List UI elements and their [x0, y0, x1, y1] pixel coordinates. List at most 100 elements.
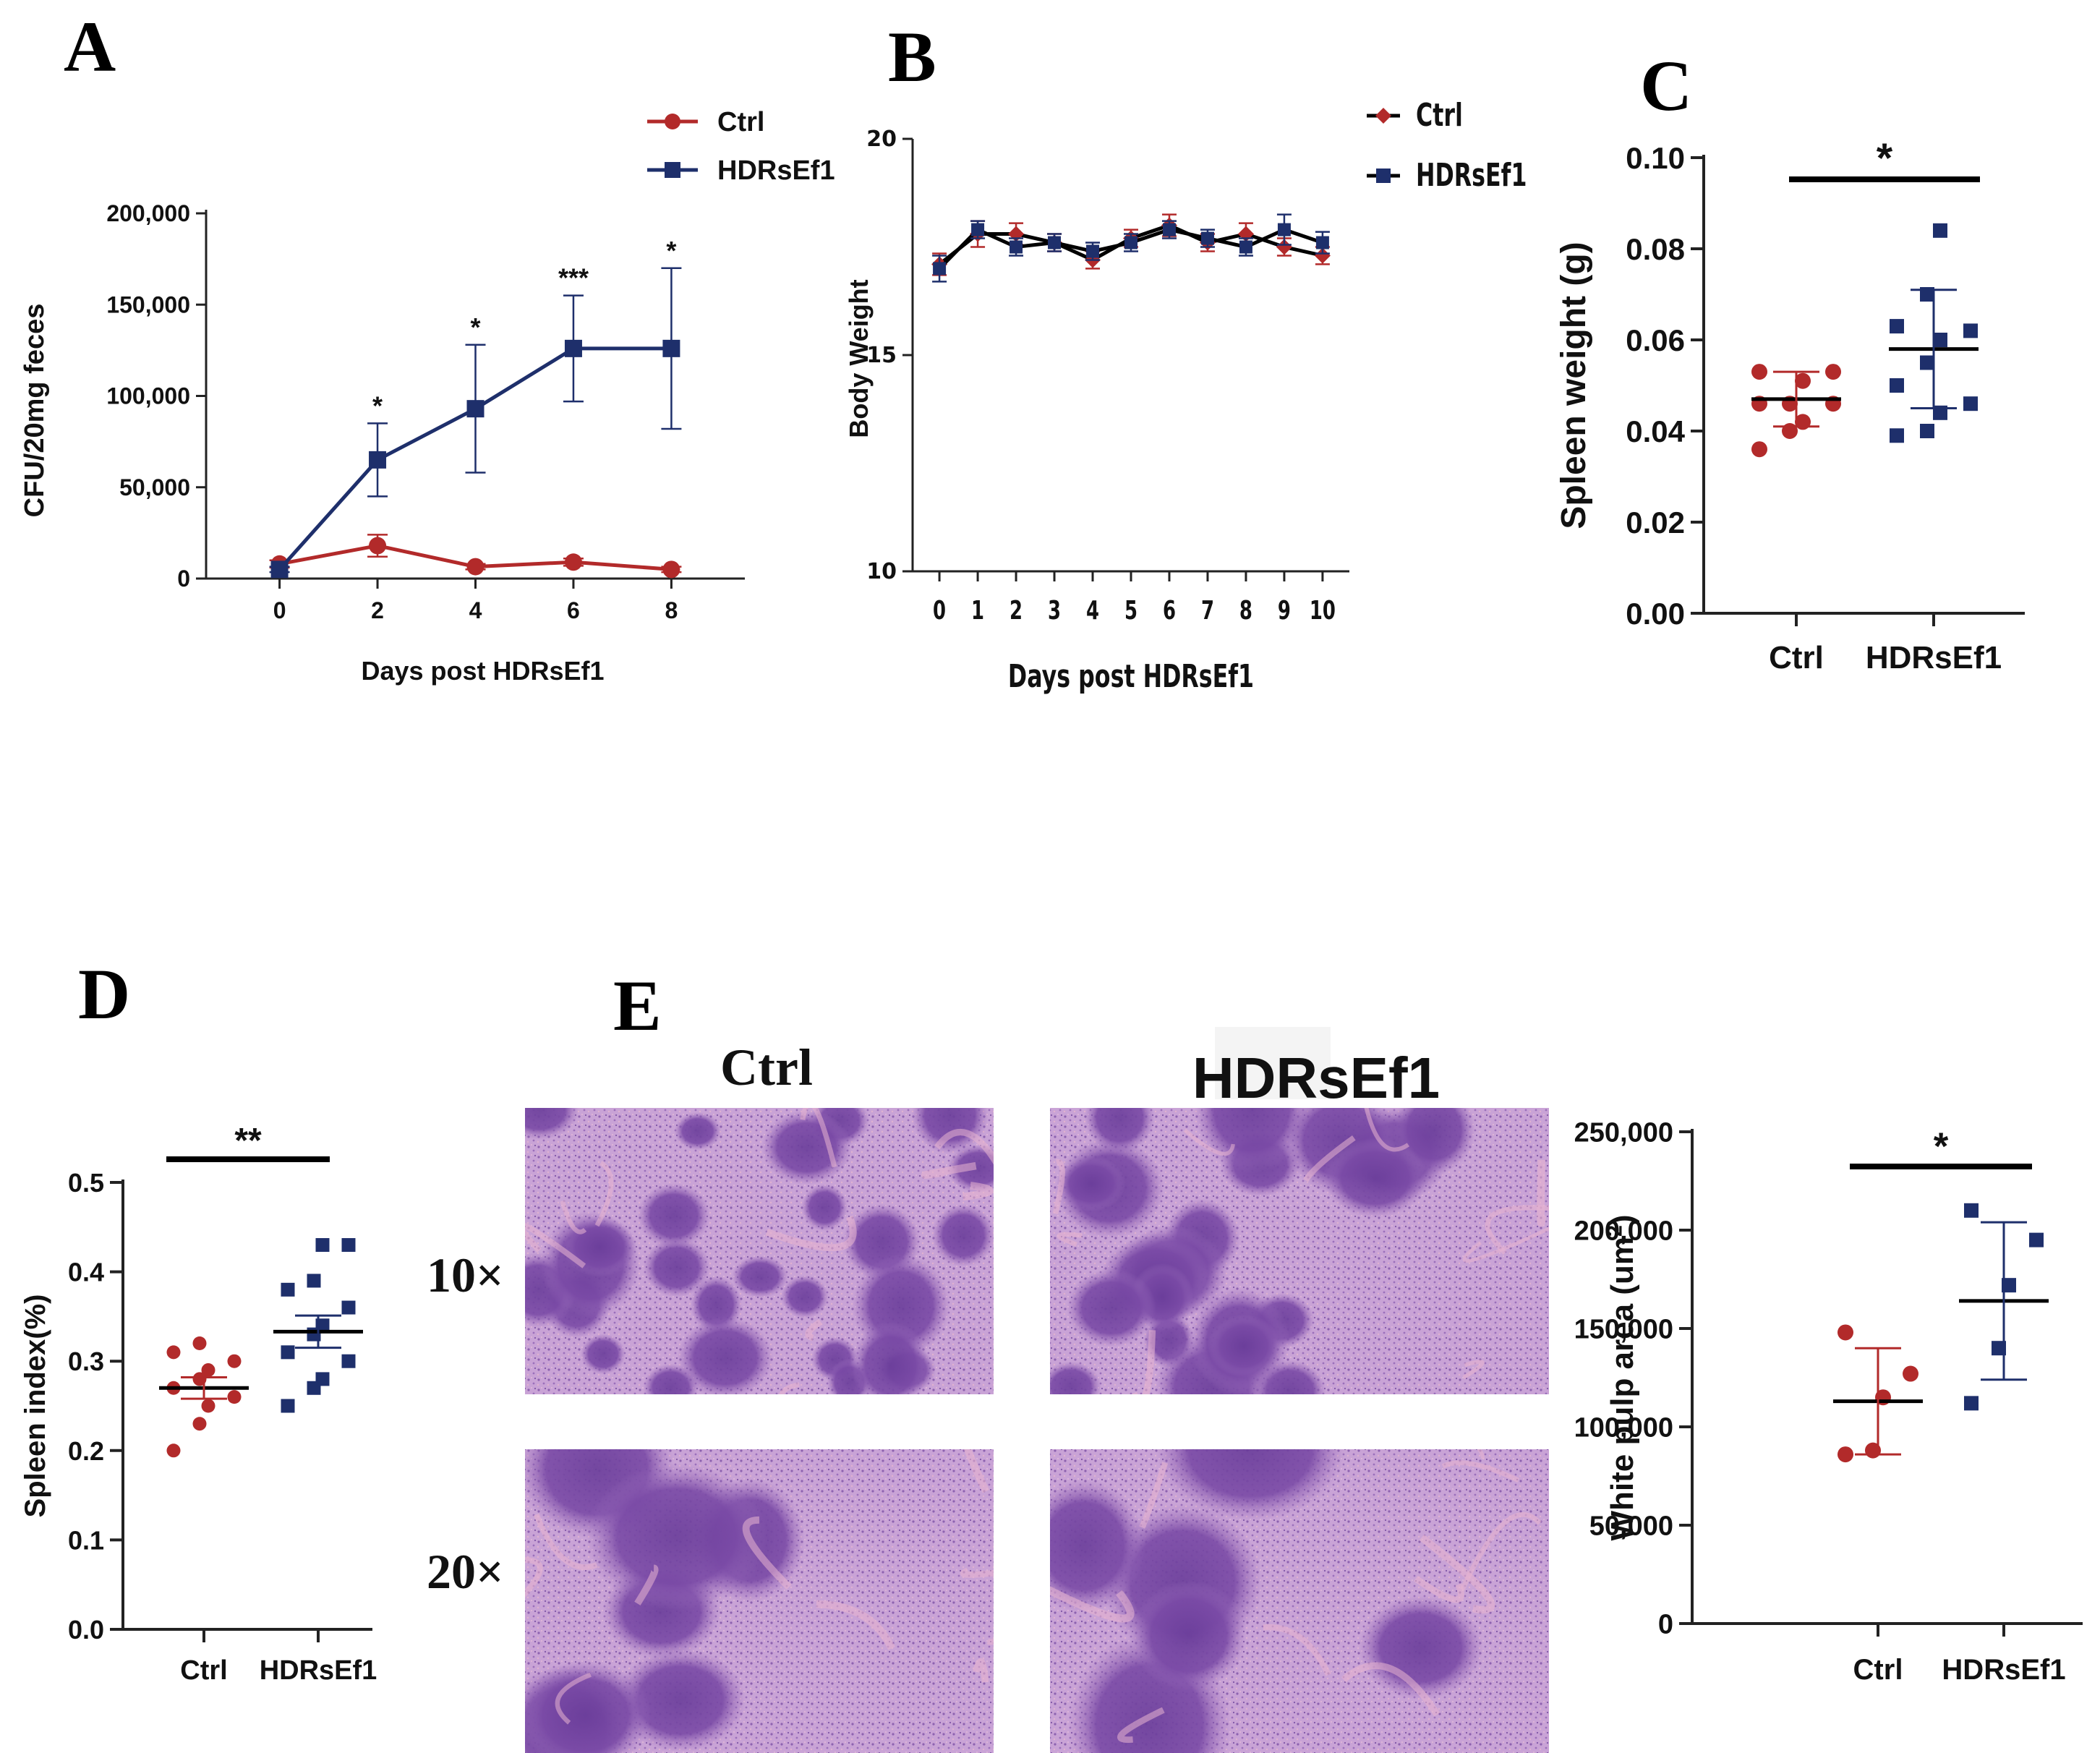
data-point-hdrsef1 — [971, 223, 985, 236]
histology-grid: Ctrl HDRsEf1 10× 20× — [427, 1027, 1549, 1753]
data-point-hdrsef1 — [307, 1274, 321, 1288]
data-point-hdrsef1 — [1162, 223, 1176, 236]
red-pulp-strand — [1052, 1159, 1065, 1215]
y-tick-label: 0.0 — [68, 1615, 104, 1645]
y-tick-label: 150,000 — [1574, 1315, 1673, 1345]
x-tick-label: 9 — [1278, 596, 1291, 626]
legend-marker-hdrsef1 — [1376, 169, 1391, 183]
histology-hdrsef1-20x — [1050, 1449, 1549, 1753]
chart-e-white-pulp: 0 50,000 100,000 150,000 200,000 250,000 Ctrl H… — [1574, 1118, 2083, 1686]
panel-label-a: A — [64, 7, 116, 87]
x-tick-label: 7 — [1201, 596, 1214, 626]
red-pulp-strand — [1139, 1462, 1169, 1529]
data-point-ctrl — [166, 1443, 181, 1458]
white-pulp-follicle — [643, 1237, 711, 1298]
y-tick-label: 0.1 — [68, 1525, 104, 1555]
white-pulp-follicle — [1156, 1449, 1345, 1522]
white-pulp-follicle — [1358, 1595, 1483, 1700]
x-tick-label: 0 — [933, 596, 946, 626]
white-pulp-follicle — [801, 1184, 848, 1232]
category-label-ctrl: Ctrl — [1853, 1654, 1903, 1686]
white-pulp-follicle — [731, 1255, 788, 1298]
x-tick-label: 2 — [1010, 596, 1023, 626]
histology-row-label-10x: 10× — [427, 1247, 504, 1302]
legend-marker-ctrl — [1375, 108, 1391, 124]
y-tick-label: 200,000 — [1574, 1216, 1673, 1247]
histology-ctrl-20x-content — [525, 1449, 994, 1753]
data-point-hdrsef1 — [341, 1238, 356, 1253]
red-pulp-strand — [1364, 1108, 1410, 1152]
panel-label-c: C — [1640, 46, 1692, 126]
data-point-hdrsef1 — [341, 1300, 356, 1315]
chart-d: 0.0 0.1 0.2 0.3 0.4 0.5 Ctrl HDRsEf1 Spleen inde… — [20, 1122, 377, 1686]
data-point-hdrsef1 — [1890, 428, 1904, 443]
legend-marker-ctrl — [665, 114, 680, 129]
category-label-hdrsef1: HDRsEf1 — [1866, 640, 2002, 675]
white-pulp-follicle — [585, 1463, 768, 1611]
red-pulp-strand — [534, 1513, 598, 1570]
data-point-hdrsef1 — [369, 451, 387, 469]
y-tick-label: 50,000 — [1589, 1511, 1673, 1542]
data-point-hdrsef1 — [1315, 236, 1329, 249]
data-point-ctrl — [1751, 364, 1767, 380]
data-point-hdrsef1 — [1963, 396, 1978, 411]
data-point-hdrsef1 — [315, 1238, 330, 1253]
data-point-hdrsef1 — [1963, 323, 1978, 338]
data-point-ctrl — [1276, 239, 1292, 255]
category-label-hdrsef1: HDRsEf1 — [1942, 1654, 2065, 1686]
red-pulp-strand — [1341, 1662, 1440, 1717]
data-point-ctrl — [1314, 247, 1331, 264]
x-tick-label: 8 — [665, 597, 678, 623]
y-tick-label: 0.3 — [68, 1347, 104, 1376]
y-tick-label: 20 — [866, 127, 897, 152]
red-pulp-strand — [960, 1567, 994, 1578]
y-tick-label: 0.2 — [68, 1436, 104, 1466]
legend-label-ctrl: Ctrl — [717, 107, 764, 137]
data-point-ctrl — [1903, 1365, 1918, 1382]
significance-marker: * — [1934, 1125, 1949, 1168]
red-pulp-strand — [742, 1516, 792, 1590]
data-point-ctrl — [192, 1417, 207, 1431]
y-axis-label: Spleen index(%) — [20, 1295, 51, 1518]
red-pulp-strand — [1537, 1159, 1547, 1227]
data-point-hdrsef1 — [2002, 1278, 2016, 1293]
red-pulp-strand — [765, 1215, 857, 1252]
data-point-ctrl — [227, 1390, 242, 1404]
red-pulp-strand — [1462, 1360, 1485, 1380]
y-tick-label: 15 — [866, 343, 897, 368]
x-axis-label: Days post HDRsEf1 — [361, 656, 604, 686]
y-tick-label: 250,000 — [1574, 1118, 1673, 1148]
red-pulp-strand — [1485, 1205, 1549, 1255]
histology-ctrl-20x — [525, 1449, 994, 1753]
y-tick-label: 200,000 — [106, 200, 190, 226]
white-pulp-follicle — [637, 1183, 711, 1248]
panel-label-e: E — [613, 965, 662, 1046]
y-tick-label: 0.10 — [1626, 141, 1685, 175]
red-pulp-strand — [805, 1318, 823, 1342]
category-label-hdrsef1: HDRsEf1 — [260, 1655, 377, 1686]
panel-label-d: D — [78, 954, 130, 1034]
x-tick-label: 5 — [1124, 596, 1138, 626]
data-point-ctrl — [1838, 1324, 1853, 1341]
data-point-ctrl — [227, 1354, 242, 1368]
histology-col-label-hdrsef1: HDRsEf1 — [1192, 1046, 1440, 1110]
legend-label-hdrsef1: HDRsEf1 — [717, 155, 835, 186]
data-point-hdrsef1 — [1890, 378, 1904, 393]
data-point-hdrsef1 — [1920, 355, 1934, 370]
data-point-ctrl — [564, 553, 582, 571]
data-point-ctrl — [1795, 372, 1811, 389]
data-point-ctrl — [201, 1399, 215, 1413]
y-tick-label: 100,000 — [106, 383, 190, 409]
red-pulp-strand — [779, 1382, 801, 1394]
white-pulp-follicle — [1130, 1580, 1247, 1692]
histology-col-label-ctrl: Ctrl — [720, 1038, 813, 1096]
x-tick-label: 4 — [469, 597, 482, 623]
red-pulp-strand — [1477, 1449, 1485, 1460]
data-point-hdrsef1 — [1933, 223, 1947, 238]
data-point-ctrl — [466, 558, 485, 576]
y-axis-label: Body Weight — [844, 279, 874, 438]
data-point-hdrsef1 — [1048, 236, 1062, 249]
red-pulp-strand — [1462, 1227, 1549, 1263]
y-tick-label: 0.02 — [1626, 506, 1685, 539]
y-tick-label: 50,000 — [119, 474, 190, 500]
